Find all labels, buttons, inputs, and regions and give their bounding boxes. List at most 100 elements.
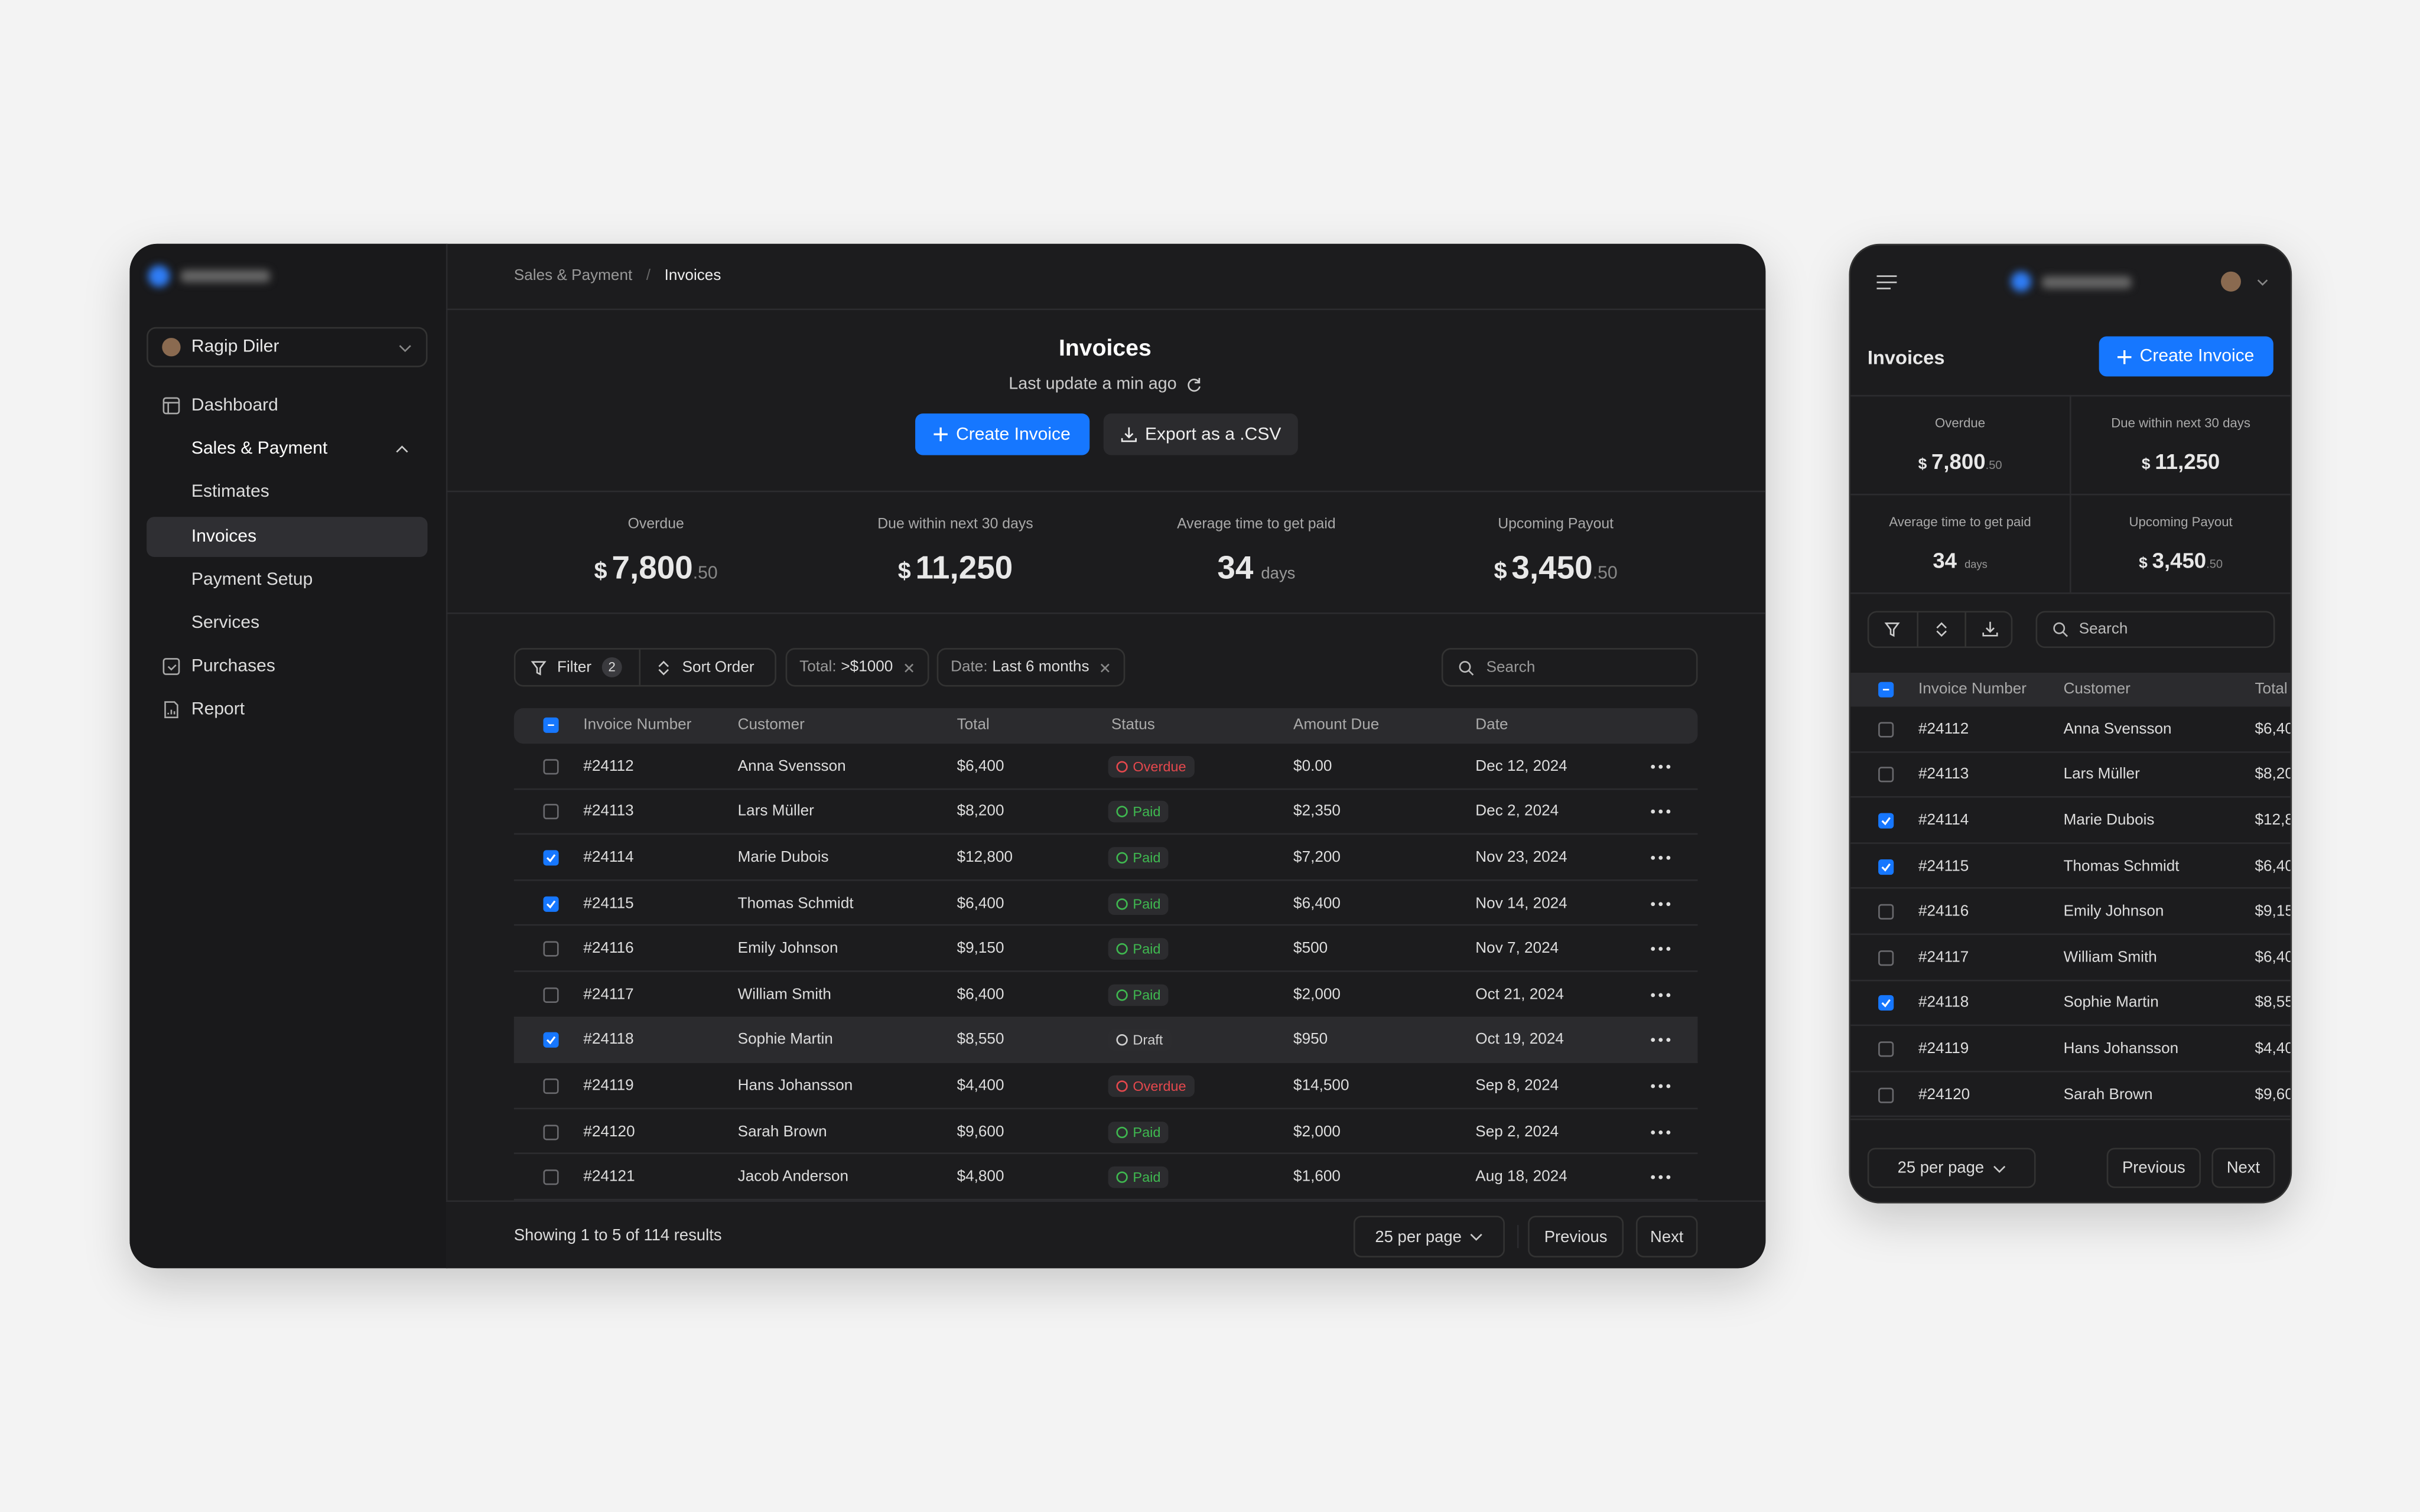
checkbox[interactable] [1878,722,1894,738]
checkbox[interactable] [543,1078,559,1094]
checkbox[interactable] [543,758,559,774]
table-row[interactable] [513,1155,1698,1201]
table-row[interactable] [1850,843,2291,889]
column-header: Customer [2063,681,2130,699]
row-menu[interactable] [1650,809,1671,815]
table-row[interactable] [513,1109,1698,1155]
row-menu[interactable] [1650,1129,1671,1135]
nav-item[interactable]: Dashboard [191,396,278,415]
cell-number: #24117 [1918,949,1969,967]
checkbox[interactable] [1878,813,1894,829]
checkbox[interactable] [1878,904,1894,920]
table-row[interactable] [513,1063,1698,1109]
nav-item[interactable]: Invoices [191,527,257,546]
checkbox[interactable] [543,895,559,911]
checkbox[interactable] [543,987,559,1003]
refresh-icon[interactable] [1186,376,1201,392]
filter-chip[interactable]: Total: >$1000 [785,648,929,687]
checkbox[interactable] [543,804,559,820]
nav-item[interactable]: Sales & Payment [191,439,328,458]
next-button[interactable]: Next [2211,1148,2275,1188]
breadcrumb-item[interactable]: Sales & Payment [513,268,633,285]
sort-label[interactable]: Sort Order [682,659,754,677]
nav-item[interactable]: Report [191,700,245,719]
checkbox[interactable] [1878,767,1894,783]
stat-currency: $ [1494,558,1507,585]
table-row[interactable] [513,1018,1698,1064]
row-menu[interactable] [1650,900,1671,906]
menu-icon[interactable] [1876,275,1897,290]
filter-chip[interactable]: Date: Last 6 months [936,648,1125,687]
table-row[interactable] [1850,706,2291,752]
table-row[interactable] [513,744,1698,790]
user-select[interactable]: Ragip Diler [147,327,428,367]
next-button[interactable]: Next [1635,1216,1698,1257]
per-page-select[interactable]: 25 per page [1867,1148,2036,1188]
cell-customer: Sarah Brown [2063,1086,2153,1104]
checkbox[interactable] [543,1169,559,1185]
cell-number: #24119 [583,1077,634,1095]
table-row[interactable] [1850,980,2291,1027]
export-button[interactable]: Export as a .CSV [1103,413,1298,455]
stat-label: Upcoming Payout [2129,513,2233,530]
checkbox[interactable] [1878,1087,1894,1103]
table-row[interactable] [1850,935,2291,981]
user-name: Ragip Diler [191,338,279,357]
avatar[interactable] [2221,271,2241,292]
checkbox[interactable] [543,1032,559,1048]
checkbox[interactable] [1878,1041,1894,1057]
table-row[interactable] [513,881,1698,927]
sort-icon[interactable] [1936,622,1948,637]
check-icon [546,900,556,908]
previous-button[interactable]: Previous [2106,1148,2201,1188]
row-menu[interactable] [1650,764,1671,770]
nav-item[interactable]: Payment Setup [191,571,313,589]
search-field[interactable]: Search [2035,611,2275,649]
search-field[interactable]: Search [1441,648,1698,687]
checkbox[interactable] [543,850,559,866]
checkbox[interactable] [543,1124,559,1140]
filter-label[interactable]: Filter [557,659,592,677]
stat-currency: $ [897,558,911,585]
nav-item[interactable]: Purchases [191,657,275,676]
create-invoice-button[interactable]: Create Invoice [915,413,1090,455]
row-menu[interactable] [1650,1083,1671,1089]
table-row[interactable] [513,789,1698,835]
table-row[interactable] [1850,1072,2291,1118]
cell-number: #24118 [583,1032,634,1050]
checkbox[interactable] [1878,858,1894,875]
check-icon [546,1037,556,1045]
cell-customer: Emily Johnson [2063,903,2164,921]
filter-icon[interactable] [1884,622,1900,637]
row-menu[interactable] [1650,1174,1671,1180]
cell-total: $4,400 [2255,1040,2290,1058]
table-row[interactable] [1850,1027,2291,1072]
row-menu[interactable] [1650,946,1671,952]
filter-sort-group: Filter 2 Sort Order [513,648,776,687]
row-menu[interactable] [1650,1037,1671,1043]
create-invoice-button[interactable]: Create Invoice [2099,336,2273,377]
table-row[interactable] [1850,752,2291,799]
brand-logo [148,265,170,287]
table-row[interactable] [513,972,1698,1018]
per-page-select[interactable]: 25 per page [1353,1216,1505,1257]
checkbox[interactable] [543,941,559,957]
download-icon[interactable] [1982,620,1999,637]
checkbox[interactable] [1878,682,1894,698]
row-menu[interactable] [1650,992,1671,998]
row-menu[interactable] [1650,855,1671,861]
nav-item[interactable]: Estimates [191,483,269,501]
nav-item[interactable]: Services [191,614,260,633]
table-row[interactable] [1850,889,2291,935]
stat-amount: 3,450 [1511,550,1593,586]
previous-button[interactable]: Previous [1528,1216,1624,1257]
stat-label: Due within next 30 days [877,516,1033,533]
checkbox[interactable] [1878,950,1894,966]
table-row[interactable] [1850,798,2291,844]
checkbox[interactable] [543,717,559,733]
table-row[interactable] [513,926,1698,972]
cell-customer: Anna Svensson [2063,721,2172,738]
checkbox[interactable] [1878,995,1894,1012]
table-row[interactable] [513,835,1698,881]
